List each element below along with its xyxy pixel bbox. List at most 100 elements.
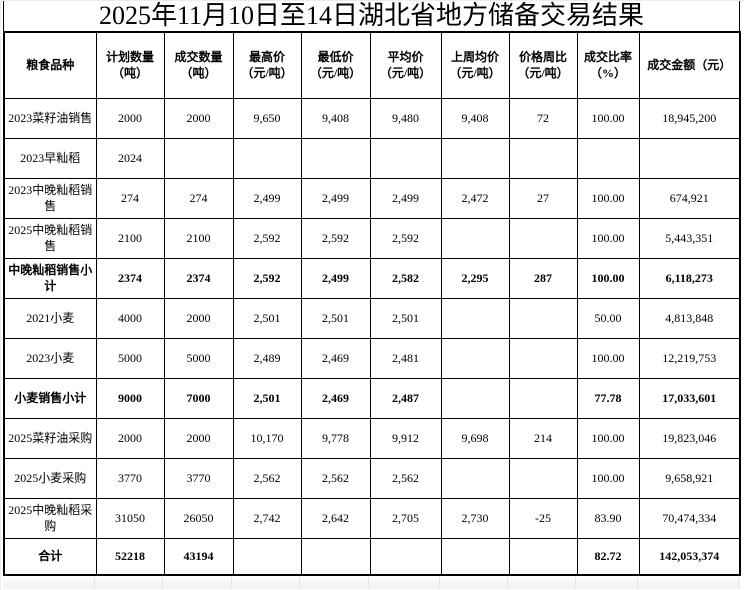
value-cell: 9,778	[300, 417, 371, 459]
value-cell: 9,408	[300, 97, 371, 139]
value-cell: 100.00	[576, 417, 640, 459]
table-row: 2025小麦采购 3770 3770 2,562 2,562 2,562 100.00 9,6…	[3, 457, 741, 499]
value-cell: 2,562	[300, 457, 371, 499]
grain-variety-cell: 2023早籼稻	[3, 137, 97, 179]
value-cell	[232, 137, 302, 179]
value-cell: 274	[95, 177, 165, 219]
value-cell: 82.72	[576, 537, 640, 576]
value-cell: 2,489	[232, 337, 302, 379]
value-cell: 70,474,334	[638, 497, 741, 539]
empty-cell	[369, 576, 440, 589]
value-cell: 100.00	[576, 337, 640, 379]
value-cell	[300, 537, 371, 576]
value-cell	[163, 137, 234, 179]
value-cell: 72	[508, 97, 578, 139]
grain-variety-cell: 2025中晚籼稻销售	[3, 217, 97, 259]
value-cell	[440, 457, 510, 499]
column-header: 成交数量 （吨）	[163, 31, 234, 99]
value-cell: 9,650	[232, 97, 302, 139]
value-cell: 27	[508, 177, 578, 219]
value-cell	[508, 297, 578, 339]
value-cell: 50.00	[576, 297, 640, 339]
column-header: 价格周比 （元/吨）	[508, 31, 578, 99]
value-cell	[440, 377, 510, 419]
value-cell: 19,823,046	[638, 417, 741, 459]
column-header: 最高价 （元/吨）	[232, 31, 302, 99]
grain-variety-cell: 2023中晚籼稻销售	[3, 177, 97, 219]
empty-cell	[508, 576, 576, 589]
value-cell: 2,592	[369, 217, 442, 259]
table-row: 2023早籼稻 2024	[3, 137, 741, 179]
value-cell: 3770	[95, 457, 165, 499]
grain-variety-cell: 2021小麦	[3, 297, 97, 339]
value-cell	[440, 297, 510, 339]
grain-variety-cell: 小麦销售小计	[3, 377, 97, 419]
value-cell: 2,499	[300, 177, 371, 219]
value-cell	[440, 217, 510, 259]
value-cell: 2,501	[369, 297, 442, 339]
column-header: 成交金额（元）	[638, 31, 741, 99]
column-header: 计划数量 （吨）	[95, 31, 165, 99]
value-cell: 2,592	[232, 257, 302, 299]
value-cell: 2,499	[369, 177, 442, 219]
empty-cell	[232, 576, 300, 589]
value-cell: 2374	[95, 257, 165, 299]
page-title: 2025年11月10日至14日湖北省地方储备交易结果	[3, 1, 740, 31]
value-cell	[440, 137, 510, 179]
value-cell: 2000	[95, 97, 165, 139]
value-cell: 674,921	[638, 177, 741, 219]
trade-results-table: 粮食品种 计划数量 （吨） 成交数量 （吨） 最高价 （元/吨） 最低价 （元/吨） 平均价 （元/…	[3, 31, 741, 576]
value-cell: 2,481	[369, 337, 442, 379]
empty-cell	[440, 576, 508, 589]
value-cell	[300, 137, 371, 179]
value-cell: 4,813,848	[638, 297, 741, 339]
grain-variety-cell: 2025菜籽油采购	[3, 417, 97, 459]
value-cell: 2,499	[300, 257, 371, 299]
value-cell: 43194	[163, 537, 234, 576]
value-cell: 2,469	[300, 377, 371, 419]
value-cell: 4000	[95, 297, 165, 339]
value-cell	[508, 337, 578, 379]
empty-cell	[3, 576, 95, 589]
table-row: 2025菜籽油采购 2000 2000 10,170 9,778 9,912 9,698 21…	[3, 417, 741, 459]
value-cell: 2000	[163, 417, 234, 459]
value-cell: 2000	[95, 417, 165, 459]
value-cell: 2,742	[232, 497, 302, 539]
value-cell: 100.00	[576, 457, 640, 499]
table-row: 2025中晚籼稻销售 2100 2100 2,592 2,592 2,592 100.00 5…	[3, 217, 741, 259]
grain-variety-cell: 2023菜籽油销售	[3, 97, 97, 139]
value-cell	[508, 377, 578, 419]
value-cell: 2024	[95, 137, 165, 179]
value-cell: 52218	[95, 537, 165, 576]
value-cell: 9,408	[440, 97, 510, 139]
value-cell: 142,053,374	[638, 537, 741, 576]
value-cell: 2,642	[300, 497, 371, 539]
column-header: 最低价 （元/吨）	[300, 31, 371, 99]
value-cell: 100.00	[576, 97, 640, 139]
value-cell: 5,443,351	[638, 217, 741, 259]
empty-spreadsheet-cells	[3, 576, 741, 589]
value-cell: 6,118,273	[638, 257, 741, 299]
value-cell: 2,562	[232, 457, 302, 499]
value-cell: 2,295	[440, 257, 510, 299]
value-cell	[508, 137, 578, 179]
value-cell: 3770	[163, 457, 234, 499]
empty-cell	[300, 576, 369, 589]
empty-cell	[638, 576, 739, 589]
value-cell: 214	[508, 417, 578, 459]
value-cell: 9000	[95, 377, 165, 419]
grain-variety-cell: 合计	[3, 537, 97, 576]
value-cell: 17,033,601	[638, 377, 741, 419]
value-cell	[232, 537, 302, 576]
header-row: 粮食品种 计划数量 （吨） 成交数量 （吨） 最高价 （元/吨） 最低价 （元/吨） 平均价 （元/…	[3, 31, 741, 99]
value-cell: 2374	[163, 257, 234, 299]
value-cell: 2,705	[369, 497, 442, 539]
grain-variety-cell: 2025小麦采购	[3, 457, 97, 499]
grain-variety-cell: 2023小麦	[3, 337, 97, 379]
value-cell: 2100	[95, 217, 165, 259]
column-header: 平均价 （元/吨）	[369, 31, 442, 99]
empty-cell	[163, 576, 232, 589]
value-cell: 100.00	[576, 177, 640, 219]
value-cell: 18,945,200	[638, 97, 741, 139]
value-cell	[638, 137, 741, 179]
